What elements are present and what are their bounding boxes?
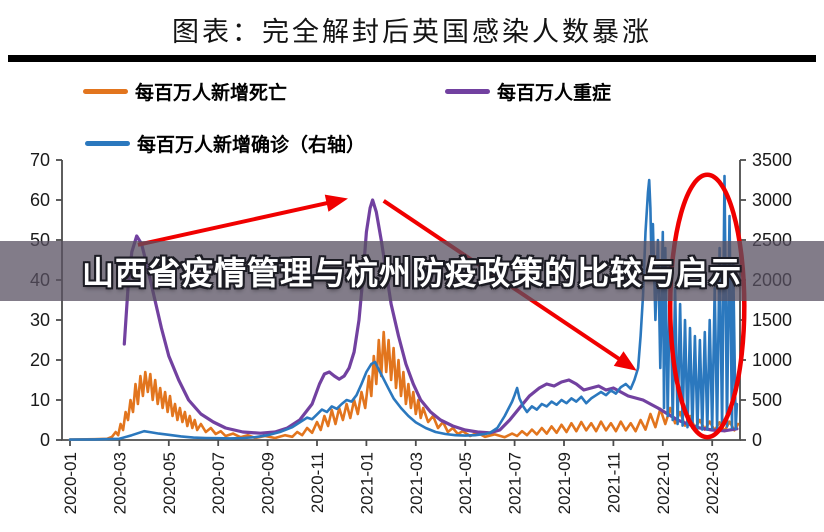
series-line-2 <box>68 174 739 441</box>
svg-text:2021-03: 2021-03 <box>407 452 426 514</box>
svg-text:2021-09: 2021-09 <box>555 452 574 514</box>
svg-text:0: 0 <box>40 430 50 450</box>
svg-text:2022-01: 2022-01 <box>654 452 673 514</box>
svg-text:2020-09: 2020-09 <box>259 452 278 514</box>
legend-label-confirmed: 每百万人新增确诊（右轴） <box>137 135 366 156</box>
svg-text:60: 60 <box>30 190 50 210</box>
annotation-ellipse <box>667 172 747 440</box>
svg-text:2020-03: 2020-03 <box>110 452 129 514</box>
svg-text:1500: 1500 <box>752 310 792 330</box>
title-divider <box>8 55 816 62</box>
svg-text:30: 30 <box>30 310 50 330</box>
legend-item-deaths: 每百万人新增死亡 <box>83 78 287 105</box>
svg-text:2020-07: 2020-07 <box>209 452 228 514</box>
svg-text:500: 500 <box>752 390 782 410</box>
svg-text:2020-01: 2020-01 <box>61 452 80 514</box>
svg-text:2021-05: 2021-05 <box>456 452 475 514</box>
deaths-line-swatch-icon <box>83 89 128 94</box>
page-title: 图表：完全解封后英国感染人数暴涨 <box>172 17 652 47</box>
svg-text:10: 10 <box>30 390 50 410</box>
svg-text:70: 70 <box>30 150 50 170</box>
legend-label-deaths: 每百万人新增死亡 <box>135 83 288 104</box>
annotation-arrow-0 <box>137 194 348 247</box>
svg-text:2021-01: 2021-01 <box>357 452 376 514</box>
overlay-banner-text: 山西省疫情管理与杭州防疫政策的比较与启示 <box>81 255 742 291</box>
severe-line-swatch-icon <box>445 89 490 94</box>
svg-text:20: 20 <box>30 350 50 370</box>
overlay-banner: 山西省疫情管理与杭州防疫政策的比较与启示 <box>0 241 824 301</box>
svg-text:2020-05: 2020-05 <box>160 452 179 514</box>
svg-text:3500: 3500 <box>752 150 792 170</box>
series-line-0 <box>68 330 740 441</box>
confirmed-line-swatch-icon <box>85 141 130 146</box>
legend-item-severe: 每百万人重症 <box>445 78 611 105</box>
svg-text:2020-11: 2020-11 <box>308 452 327 513</box>
svg-text:3000: 3000 <box>752 190 792 210</box>
svg-text:2021-07: 2021-07 <box>506 452 525 514</box>
x-axis-labels: 2020-01 2020-03 2020-05 2020-07 2020-09 2020-… <box>61 452 722 514</box>
svg-text:1000: 1000 <box>752 350 792 370</box>
svg-text:2021-11: 2021-11 <box>604 452 623 513</box>
legend-label-severe: 每百万人重症 <box>497 83 612 104</box>
svg-text:2022-03: 2022-03 <box>703 452 722 514</box>
legend-item-confirmed: 每百万人新增确诊（右轴） <box>85 130 365 157</box>
svg-text:0: 0 <box>752 430 762 450</box>
